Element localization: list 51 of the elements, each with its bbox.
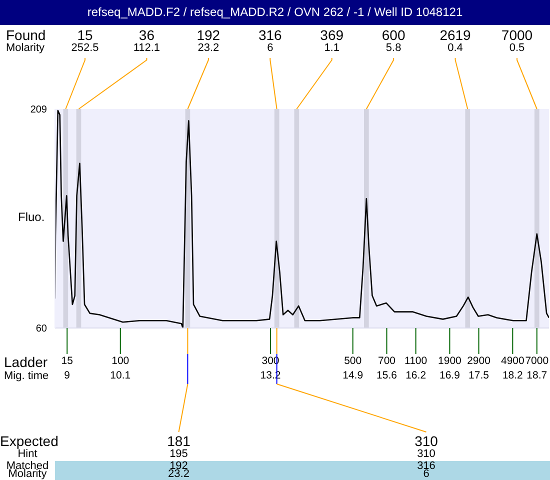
text: 2900	[466, 355, 492, 367]
text: 6	[423, 468, 430, 480]
annotation: 5.8	[384, 42, 402, 54]
annotation: 0.5	[508, 42, 526, 54]
x-tick-label: 17.5	[468, 369, 490, 382]
text: Hint	[18, 448, 38, 460]
band-label: 2619	[438, 27, 472, 43]
x-tick-label: 10.1	[110, 369, 131, 382]
x-tick-label: 14.9	[342, 369, 364, 382]
annotation: 112.1	[132, 42, 162, 54]
annotation: 6	[266, 42, 274, 54]
text: 310	[416, 448, 436, 460]
text: Molarity	[6, 42, 45, 54]
band-label: 316	[257, 27, 283, 43]
text: Molarity	[8, 468, 47, 480]
text: 195	[168, 448, 189, 460]
x-axis-title: Mig. time	[4, 370, 49, 382]
annotation: 252.5	[70, 42, 100, 54]
band-label: 600	[380, 27, 406, 43]
y-tick-label: 209	[30, 104, 48, 116]
band-label: 7000	[500, 27, 534, 43]
text: Expected	[0, 433, 58, 449]
text: 23.2	[167, 468, 190, 480]
annotation: 23.2	[196, 42, 220, 54]
band-label: 15	[76, 27, 94, 43]
text: 181	[166, 433, 192, 449]
text: 1100	[404, 355, 428, 367]
text: 700	[376, 355, 397, 367]
text: 310	[414, 433, 439, 449]
text: 1900	[437, 355, 462, 367]
text: 7000	[525, 355, 549, 367]
x-tick-label: 16.2	[406, 369, 426, 382]
annotation: 1.1	[323, 42, 340, 54]
chart-title: refseq_MADD.F2 / refseq_MADD.R2 / OVN 262 / -1 / Well ID 1048121	[0, 0, 550, 25]
band-label: 369	[319, 27, 345, 43]
x-tick-label: 16.9	[439, 369, 460, 382]
text: Ladder	[4, 354, 48, 370]
annotation: 0.4	[446, 42, 464, 54]
text: 100	[110, 355, 130, 367]
y-tick-label: 60	[36, 324, 48, 335]
band-label: 192	[196, 27, 222, 43]
text: 500	[343, 355, 363, 367]
x-tick-label: 9	[64, 369, 70, 382]
text: 4900	[500, 355, 524, 367]
text: Found	[6, 27, 46, 43]
x-tick-label: 15.6	[376, 369, 398, 382]
x-tick-label: 18.7	[526, 369, 548, 382]
text: 15	[60, 355, 74, 367]
band-label: 36	[138, 27, 156, 43]
y-axis-title: Fluo.	[18, 210, 45, 224]
x-tick-label: 18.2	[502, 369, 524, 382]
